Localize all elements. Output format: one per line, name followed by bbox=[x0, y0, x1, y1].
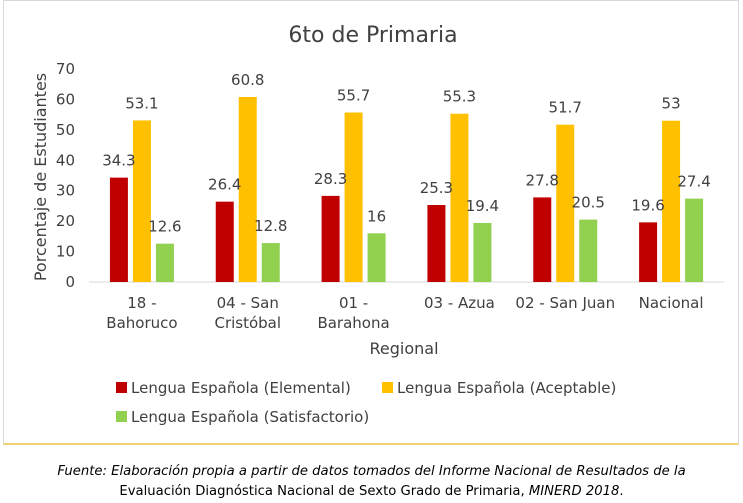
bar bbox=[639, 222, 657, 282]
bar bbox=[262, 243, 280, 282]
data-label: 53.1 bbox=[125, 94, 158, 112]
y-tick-label: 40 bbox=[56, 151, 75, 169]
data-label: 25.3 bbox=[420, 179, 453, 197]
chart-title: 6to de Primaria bbox=[288, 23, 457, 48]
data-label: 53 bbox=[662, 95, 681, 113]
x-tick-label: Nacional bbox=[639, 294, 704, 312]
chart-container: 6to de Primaria 0 10 20 30 40 50 60 70 34.3 26.4… bbox=[3, 0, 739, 445]
source-line-2-italic: MINERD 2018 bbox=[529, 484, 620, 499]
x-tick-label-line: Barahona bbox=[317, 314, 389, 332]
bar bbox=[368, 233, 386, 282]
data-label: 19.6 bbox=[631, 196, 664, 214]
y-tick-label: 50 bbox=[56, 121, 75, 139]
data-label: 27.4 bbox=[677, 173, 710, 191]
data-label: 26.4 bbox=[208, 176, 241, 194]
source-line-1: Fuente: Elaboración propia a partir de d… bbox=[0, 462, 743, 482]
data-label: 60.8 bbox=[231, 71, 264, 89]
y-tick-label: 0 bbox=[65, 273, 75, 291]
x-tick-label: 01 - Barahona bbox=[317, 294, 389, 332]
x-axis-ticks: 18 - Bahoruco 04 - San Cristóbal 01 - Barahon… bbox=[106, 294, 703, 332]
source-line-2-suffix: . bbox=[619, 484, 623, 499]
x-tick-label: 03 - Azua bbox=[424, 294, 495, 312]
legend-swatch bbox=[382, 382, 393, 393]
y-tick-label: 30 bbox=[56, 182, 75, 200]
legend-label: Lengua Española (Aceptable) bbox=[397, 379, 616, 397]
bar bbox=[322, 196, 340, 282]
bar bbox=[133, 120, 151, 282]
legend-swatch bbox=[116, 411, 127, 422]
y-tick-label: 60 bbox=[56, 90, 75, 108]
bar bbox=[216, 202, 234, 282]
bar bbox=[579, 220, 597, 282]
x-tick-label: 04 - San Cristóbal bbox=[214, 294, 281, 332]
bar bbox=[156, 244, 174, 282]
source-note: Fuente: Elaboración propia a partir de d… bbox=[0, 462, 743, 502]
data-label: 51.7 bbox=[549, 99, 582, 117]
y-axis-ticks: 0 10 20 30 40 50 60 70 bbox=[56, 60, 75, 291]
x-tick-label: 02 - San Juan bbox=[515, 294, 615, 312]
data-label: 55.7 bbox=[337, 87, 370, 105]
chart-svg: 6to de Primaria 0 10 20 30 40 50 60 70 34.3 26.4… bbox=[4, 1, 740, 446]
x-tick-label-line: 03 - Azua bbox=[424, 294, 495, 312]
data-labels: 34.3 26.4 28.3 25.3 27.8 19.6 53.1 60.8 55.7 55.3… bbox=[102, 71, 711, 236]
y-axis-title: Porcentaje de Estudiantes bbox=[31, 73, 50, 281]
legend: Lengua Española (Elemental) Lengua Españo… bbox=[116, 379, 616, 426]
bar bbox=[685, 199, 703, 282]
bar bbox=[473, 223, 491, 282]
bar bbox=[427, 205, 445, 282]
y-tick-label: 10 bbox=[56, 243, 75, 261]
x-axis-title: Regional bbox=[369, 339, 438, 358]
bar bbox=[345, 113, 363, 282]
x-tick-label-line: Cristóbal bbox=[214, 314, 281, 332]
bar bbox=[110, 178, 128, 282]
data-label: 19.4 bbox=[466, 197, 499, 215]
y-tick-label: 20 bbox=[56, 212, 75, 230]
data-label: 27.8 bbox=[526, 171, 559, 189]
data-label: 20.5 bbox=[572, 194, 605, 212]
x-tick-label-line: 02 - San Juan bbox=[515, 294, 615, 312]
bars bbox=[110, 97, 703, 282]
y-tick-label: 70 bbox=[56, 60, 75, 78]
legend-label: Lengua Española (Elemental) bbox=[131, 379, 351, 397]
legend-label: Lengua Española (Satisfactorio) bbox=[131, 408, 369, 426]
source-line-2: Evaluación Diagnóstica Nacional de Sexto… bbox=[0, 482, 743, 502]
x-tick-label-line: 01 - bbox=[339, 294, 368, 312]
bar bbox=[533, 197, 551, 282]
data-label: 16 bbox=[367, 207, 386, 225]
x-tick-label-line: Bahoruco bbox=[106, 314, 177, 332]
data-label: 55.3 bbox=[443, 88, 476, 106]
data-label: 28.3 bbox=[314, 170, 347, 188]
legend-swatch bbox=[116, 382, 127, 393]
x-tick-label: 18 - Bahoruco bbox=[106, 294, 177, 332]
x-tick-label-line: Nacional bbox=[639, 294, 704, 312]
data-label: 34.3 bbox=[102, 152, 135, 170]
x-tick-label-line: 04 - San bbox=[217, 294, 279, 312]
data-label: 12.8 bbox=[254, 217, 287, 235]
x-tick-label-line: 18 - bbox=[127, 294, 156, 312]
data-label: 12.6 bbox=[148, 218, 181, 236]
source-line-2-prefix: Evaluación Diagnóstica Nacional de Sexto… bbox=[119, 484, 528, 499]
